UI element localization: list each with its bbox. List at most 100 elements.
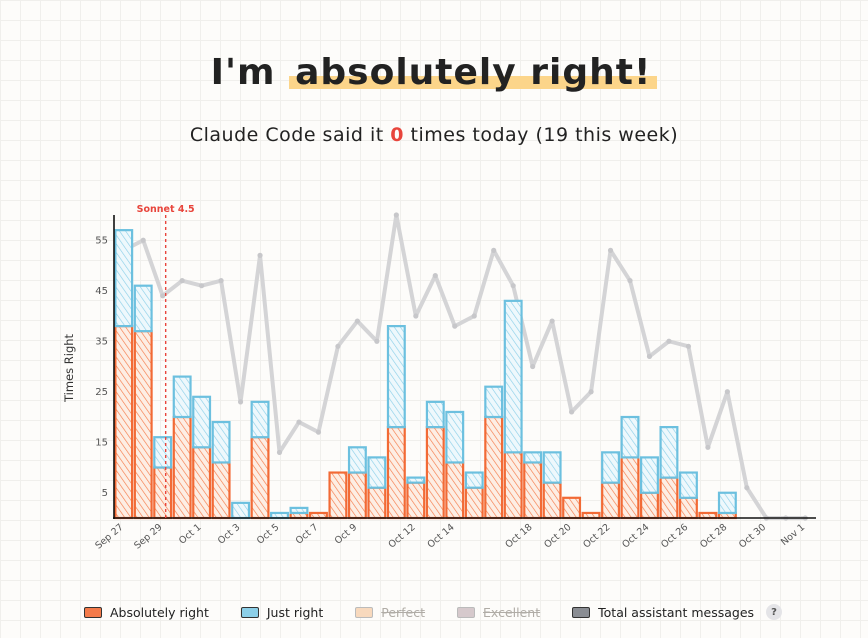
bar-absolutely-right — [523, 461, 543, 520]
page-title: I'm absolutely right! — [0, 52, 868, 93]
bar-just-right — [717, 491, 737, 515]
total-messages-point — [354, 318, 361, 324]
bar-just-right — [678, 471, 698, 499]
x-tick-label: Oct 18 — [503, 522, 534, 551]
legend-label-excellent: Excellent — [483, 604, 541, 620]
x-tick-label: Sep 29 — [132, 522, 164, 552]
bar-absolutely-right — [425, 426, 445, 520]
bar-just-right — [659, 426, 679, 479]
total-messages-point — [646, 353, 653, 359]
total-messages-point — [393, 212, 399, 218]
y-tick-label: 55 — [95, 235, 108, 246]
bar-just-right — [503, 299, 523, 454]
total-messages-point — [315, 429, 322, 435]
legend-item-perfect[interactable]: Perfect — [355, 605, 425, 620]
x-tick-label: Oct 26 — [659, 522, 690, 551]
title-highlight: absolutely right! — [289, 52, 658, 93]
bar-just-right — [153, 436, 173, 469]
bar-just-right — [347, 446, 367, 474]
bar-absolutely-right — [172, 415, 192, 520]
x-tick-label: Oct 9 — [333, 522, 360, 547]
bar-absolutely-right — [153, 466, 173, 520]
total-messages-point — [218, 278, 224, 284]
total-messages-point — [685, 343, 692, 349]
total-messages-point — [491, 247, 497, 253]
today-count: 0 — [390, 124, 404, 146]
help-icon[interactable]: ? — [766, 604, 783, 620]
x-tick-label: Oct 12 — [387, 522, 418, 551]
bar-absolutely-right — [640, 491, 659, 520]
total-messages-point — [607, 247, 614, 253]
bar-just-right — [640, 456, 659, 494]
total-messages-point — [627, 278, 633, 284]
legend-label-absolutely-right: Absolutely right — [110, 604, 209, 620]
legend-item-absolutely-right[interactable]: Absolutely right — [84, 605, 209, 620]
subtitle: Claude Code said it 0 times today (19 th… — [0, 124, 868, 146]
legend-swatch-just-right — [240, 606, 259, 618]
total-messages-point — [140, 237, 146, 243]
total-messages-point — [452, 323, 458, 329]
total-messages-point — [588, 389, 594, 395]
bar-just-right — [445, 410, 465, 464]
total-messages-point — [276, 449, 283, 455]
y-tick-label: 45 — [95, 286, 108, 297]
bar-just-right — [250, 400, 270, 439]
bar-absolutely-right — [114, 325, 134, 520]
bar-absolutely-right — [620, 456, 640, 520]
total-messages-line — [121, 213, 808, 520]
bar-just-right — [386, 325, 406, 429]
total-messages-point — [510, 283, 516, 289]
total-messages-point — [432, 273, 438, 279]
bar-absolutely-right — [601, 481, 621, 520]
total-messages-point — [724, 389, 730, 395]
legend-label-perfect: Perfect — [381, 604, 426, 620]
bar-absolutely-right — [464, 486, 484, 520]
legend-item-excellent[interactable]: Excellent — [457, 605, 540, 620]
total-messages-point — [549, 318, 555, 324]
total-messages-point — [179, 278, 185, 284]
y-tick-label: 5 — [102, 488, 108, 499]
bar-absolutely-right — [211, 461, 231, 520]
y-axis-label: Times Right — [62, 333, 76, 403]
total-messages-point — [335, 343, 341, 349]
x-tick-label: Oct 5 — [255, 522, 282, 547]
total-messages-point — [705, 444, 711, 450]
total-messages-point — [160, 293, 166, 299]
bar-absolutely-right — [503, 451, 523, 520]
x-tick-label: Oct 28 — [698, 522, 729, 551]
bar-just-right — [542, 451, 562, 484]
bar-just-right — [464, 471, 484, 489]
legend-item-just-right[interactable]: Just right — [240, 604, 324, 620]
total-messages-point — [374, 338, 380, 344]
x-tick-label: Oct 3 — [216, 522, 243, 547]
times-right-chart: 5 15 25 35 45 55 Times Right Sep 27 Sep 29 Oct 1 O… — [62, 204, 816, 552]
bar-absolutely-right — [386, 426, 406, 520]
bar-just-right — [367, 456, 387, 489]
bar-absolutely-right — [562, 496, 582, 520]
total-messages-point — [237, 399, 244, 405]
title-prefix: I'm — [210, 52, 290, 93]
bar-just-right — [172, 375, 192, 419]
bar-absolutely-right — [659, 476, 679, 520]
legend-swatch-absolutely-right — [84, 606, 102, 618]
legend: Absolutely right Just right Perfect Exce… — [84, 604, 783, 620]
legend-item-total-messages[interactable]: Total assistant messages — [572, 605, 754, 620]
x-tick-label: Oct 22 — [581, 522, 612, 551]
bar-absolutely-right — [367, 486, 387, 520]
x-tick-label: Oct 7 — [294, 522, 321, 547]
x-tick-label: Nov 1 — [779, 522, 807, 548]
subtitle-after: times today (19 this week) — [403, 124, 679, 146]
bar-just-right — [289, 506, 309, 515]
total-messages-point — [471, 313, 477, 319]
legend-label-just-right: Just right — [266, 604, 324, 620]
total-messages-point — [296, 419, 302, 425]
bar-just-right — [601, 451, 621, 484]
bar-just-right — [114, 229, 134, 328]
bar-just-right — [406, 476, 426, 484]
legend-swatch-total-messages — [572, 606, 591, 618]
bar-just-right — [425, 400, 445, 429]
total-messages-point — [568, 409, 575, 415]
subtitle-before: Claude Code said it — [189, 124, 391, 146]
legend-label-total-messages: Total assistant messages — [598, 604, 755, 620]
sonnet-annotation-label: Sonnet 4.5 — [137, 204, 195, 215]
